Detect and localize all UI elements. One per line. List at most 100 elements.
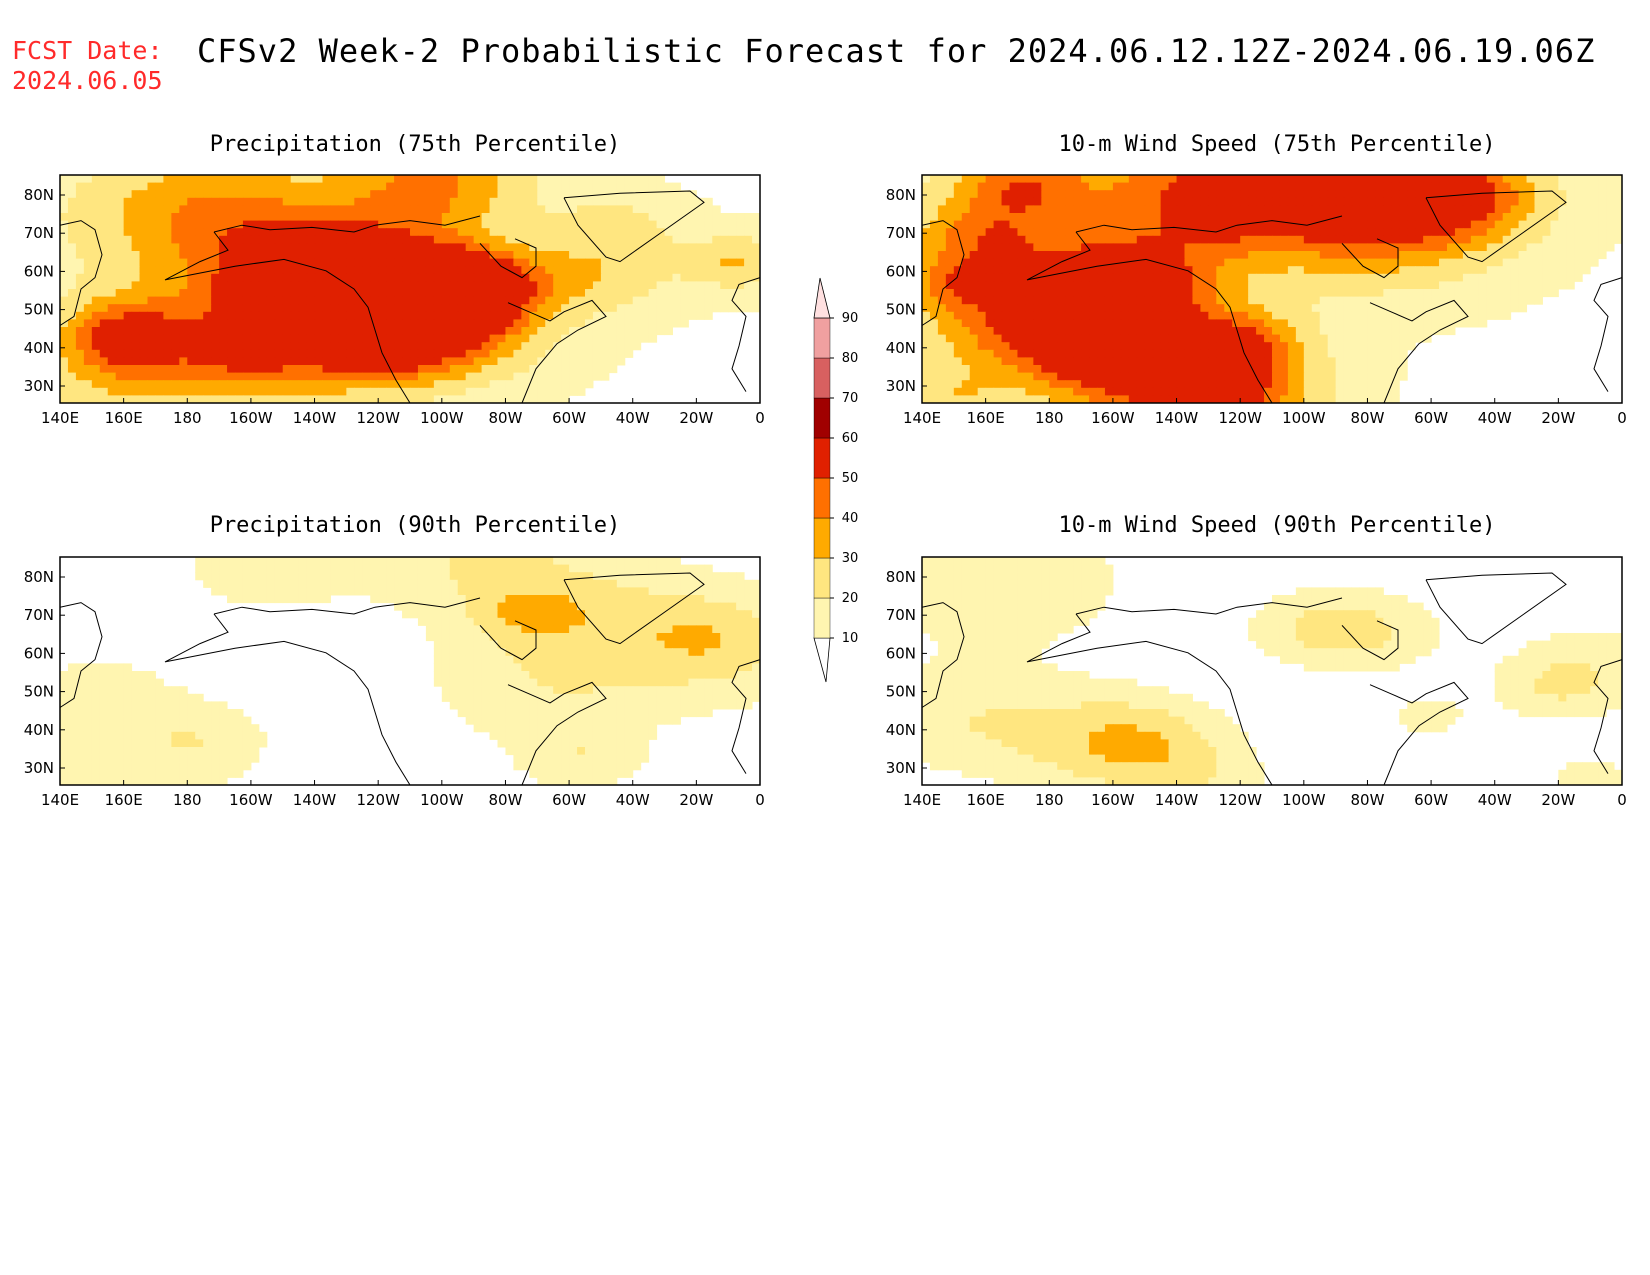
shading-cell (1248, 372, 1257, 381)
shading-cell (929, 342, 939, 351)
shading-cell (1287, 258, 1297, 267)
shading-cell (1295, 243, 1305, 252)
shading-cell (354, 266, 363, 275)
shading-cell (433, 342, 443, 351)
shading-cell (1224, 380, 1233, 389)
shading-cell (1049, 304, 1058, 313)
shading-cell (346, 197, 355, 206)
shading-cell (592, 182, 602, 191)
shading-cell (1264, 251, 1273, 260)
shading-cell (545, 235, 554, 244)
shading-cell (961, 213, 971, 222)
shading-cell (1287, 349, 1297, 358)
shading-cell (394, 197, 403, 206)
shading-cell (362, 327, 371, 336)
shading-cell (1009, 243, 1018, 252)
coastline (1026, 231, 1273, 404)
shading-cell (235, 205, 244, 214)
shading-cell (1502, 220, 1512, 229)
shading-cell (1566, 251, 1575, 260)
shading-cell (1224, 235, 1233, 244)
shading-cell (417, 564, 427, 573)
shading-cell (553, 228, 562, 237)
shading-cell (242, 372, 252, 381)
shading-cell (1272, 311, 1281, 320)
shading-cell (1303, 327, 1313, 336)
shading-cell (561, 342, 570, 351)
shading-cell (1510, 190, 1520, 199)
shading-cell (1216, 380, 1225, 389)
shading-cell (993, 296, 1003, 305)
shading-cell (1407, 304, 1416, 313)
shading-cell (1136, 258, 1146, 267)
shading-cell (1470, 235, 1480, 244)
shading-cell (553, 289, 562, 298)
shading-cell (1168, 213, 1178, 222)
shading-cell (1327, 197, 1337, 206)
shading-cell (410, 572, 419, 581)
shading-cell (147, 334, 156, 343)
shading-cell (298, 342, 308, 351)
shading-cell (1415, 281, 1424, 290)
shading-cell (274, 564, 284, 573)
shading-cell (1256, 213, 1265, 222)
shading-cell (1089, 365, 1098, 374)
shading-cell (1287, 205, 1297, 214)
shading-cell (1160, 395, 1170, 404)
shading-cell (1041, 327, 1050, 336)
shading-cell (632, 243, 642, 252)
shading-cell (1128, 273, 1138, 282)
shading-cell (83, 304, 93, 313)
shading-cell (282, 220, 292, 229)
shading-cell (171, 327, 180, 336)
shading-cell (945, 258, 955, 267)
shading-cell (1120, 334, 1130, 343)
shading-cell (394, 258, 403, 267)
shading-cell (1303, 205, 1313, 214)
shading-cell (147, 228, 156, 237)
shading-cell (752, 251, 761, 260)
shading-cell (561, 357, 570, 366)
shading-cell (386, 557, 395, 566)
shading-cell (561, 243, 570, 252)
shading-cell (1399, 342, 1408, 351)
shading-cell (1160, 365, 1170, 374)
shading-cell (330, 235, 339, 244)
shading-cell (282, 197, 292, 206)
shading-cell (211, 557, 220, 566)
shading-cell (1017, 175, 1026, 184)
shading-cell (993, 190, 1003, 199)
shading-cell (585, 197, 594, 206)
shading-cell (1383, 327, 1392, 336)
lon-tick-label: 0 (1617, 409, 1627, 427)
shading-cell (187, 327, 196, 336)
shading-cell (441, 213, 451, 222)
shading-cell (1295, 372, 1305, 381)
shading-cell (1574, 182, 1583, 191)
shading-cell (1415, 175, 1424, 184)
shading-cell (1256, 266, 1265, 275)
shading-cell (672, 243, 681, 252)
shading-cell (67, 342, 77, 351)
shading-cell (306, 334, 316, 343)
shading-cell (107, 243, 117, 252)
shading-cell (433, 304, 443, 313)
shading-cell (250, 251, 260, 260)
shading-cell (330, 357, 339, 366)
shading-cell (235, 182, 244, 191)
shading-cell (489, 281, 498, 290)
shading-cell (1184, 266, 1193, 275)
shading-cell (1176, 235, 1185, 244)
shading-cell (664, 213, 673, 222)
shading-cell (290, 564, 300, 573)
shading-cell (537, 175, 546, 184)
shading-cell (219, 564, 228, 573)
shading-cell (752, 273, 761, 282)
shading-cell (736, 220, 745, 229)
shading-cell (945, 175, 955, 184)
coastline (59, 220, 103, 326)
shading-cell (497, 327, 506, 336)
shading-cell (378, 380, 387, 389)
shading-cell (953, 289, 963, 298)
shading-cell (1319, 304, 1329, 313)
